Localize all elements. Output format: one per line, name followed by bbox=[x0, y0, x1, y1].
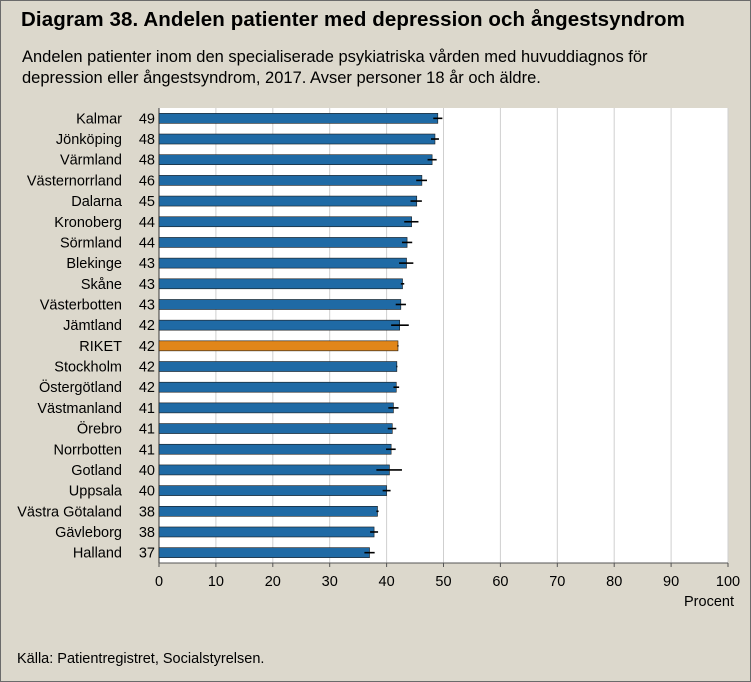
value-label: 46 bbox=[139, 173, 155, 189]
x-tick-label: 10 bbox=[208, 574, 224, 590]
value-label: 48 bbox=[139, 132, 155, 148]
value-label: 40 bbox=[139, 484, 155, 500]
category-label: Västernorrland bbox=[27, 173, 122, 189]
x-tick-label: 30 bbox=[322, 574, 338, 590]
category-label: Jämtland bbox=[63, 318, 122, 334]
category-label: Värmland bbox=[60, 153, 122, 169]
bar bbox=[158, 237, 408, 248]
value-label: 45 bbox=[139, 194, 155, 210]
bar bbox=[158, 443, 392, 455]
value-label: 43 bbox=[139, 297, 155, 313]
chart-title: Diagram 38. Andelen patienter med depres… bbox=[21, 8, 685, 31]
value-label: 41 bbox=[139, 422, 155, 438]
x-tick-label: 20 bbox=[265, 574, 281, 590]
value-label: 40 bbox=[139, 463, 155, 479]
category-label: Kalmar bbox=[76, 111, 122, 127]
bar bbox=[158, 526, 375, 538]
value-label: 38 bbox=[139, 504, 155, 520]
bar bbox=[158, 154, 433, 166]
category-label: Örebro bbox=[77, 420, 122, 438]
x-tick-label: 60 bbox=[492, 574, 508, 590]
category-label: Dalarna bbox=[71, 194, 123, 210]
value-label: 38 bbox=[139, 525, 155, 541]
value-label: 42 bbox=[139, 318, 155, 334]
value-label: 43 bbox=[139, 277, 155, 293]
chart-subtitle: Andelen patienter inom den specialiserad… bbox=[22, 48, 648, 87]
value-label: 42 bbox=[139, 360, 155, 376]
x-axis-label: Procent bbox=[684, 594, 734, 610]
value-label: 41 bbox=[139, 401, 155, 417]
bar bbox=[158, 133, 436, 145]
value-label: 42 bbox=[139, 380, 155, 396]
bar bbox=[158, 216, 412, 228]
bar bbox=[158, 113, 439, 124]
category-label: Uppsala bbox=[69, 484, 123, 500]
value-label: 44 bbox=[139, 215, 155, 231]
value-label: 44 bbox=[139, 235, 155, 251]
x-tick-label: 50 bbox=[435, 574, 451, 590]
category-label: Kronoberg bbox=[54, 215, 122, 231]
bar bbox=[158, 464, 390, 476]
category-label: Stockholm bbox=[54, 360, 122, 376]
bars bbox=[158, 113, 439, 558]
bar bbox=[158, 547, 370, 558]
category-label: Västerbotten bbox=[40, 297, 122, 313]
bar bbox=[158, 381, 397, 393]
source-note: Källa: Patientregistret, Socialstyrelsen… bbox=[17, 651, 265, 667]
bar bbox=[158, 299, 402, 310]
value-label: 49 bbox=[139, 111, 155, 127]
bar bbox=[158, 278, 403, 290]
value-label: 43 bbox=[139, 256, 155, 272]
category-label: Västra Götaland bbox=[17, 504, 122, 520]
category-label: Sörmland bbox=[60, 235, 122, 251]
value-labels: 49 48 48 46 45 44 44 43 43 43 42 42 42 42 41 41 41 40 40 38… bbox=[139, 111, 155, 561]
category-label: Gävleborg bbox=[55, 525, 122, 541]
value-label: 42 bbox=[139, 339, 155, 355]
category-label: Västmanland bbox=[37, 401, 122, 417]
x-tick-label: 80 bbox=[606, 574, 622, 590]
bar bbox=[158, 195, 418, 207]
bar-highlight bbox=[158, 340, 399, 352]
x-tick-labels: 0 10 20 30 40 50 60 70 80 90 100 bbox=[155, 574, 740, 590]
bar bbox=[158, 257, 407, 269]
x-tick-label: 100 bbox=[716, 574, 740, 590]
value-label: 37 bbox=[139, 546, 155, 562]
x-tick-label: 70 bbox=[549, 574, 565, 590]
category-label: Halland bbox=[73, 546, 122, 562]
bar bbox=[158, 423, 393, 434]
category-label: Norrbotten bbox=[53, 442, 122, 458]
bar bbox=[158, 485, 387, 496]
bar bbox=[158, 319, 400, 331]
bar bbox=[158, 402, 394, 414]
value-label: 41 bbox=[139, 442, 155, 458]
bar bbox=[158, 361, 398, 372]
category-label: Blekinge bbox=[66, 256, 122, 272]
category-label: RIKET bbox=[79, 339, 122, 355]
value-label: 48 bbox=[139, 153, 155, 169]
x-tick-label: 40 bbox=[379, 574, 395, 590]
x-tick-label: 90 bbox=[663, 574, 679, 590]
bar bbox=[158, 505, 378, 517]
category-label: Gotland bbox=[71, 463, 122, 479]
category-labels: Kalmar Jönköping Värmland Västernorrland Dal… bbox=[17, 111, 123, 561]
bar bbox=[158, 175, 423, 186]
error-bars bbox=[364, 117, 443, 554]
x-tick-label: 0 bbox=[155, 574, 163, 590]
category-label: Skåne bbox=[81, 277, 122, 293]
category-label: Jönköping bbox=[56, 132, 122, 148]
category-label: Östergötland bbox=[39, 378, 122, 396]
